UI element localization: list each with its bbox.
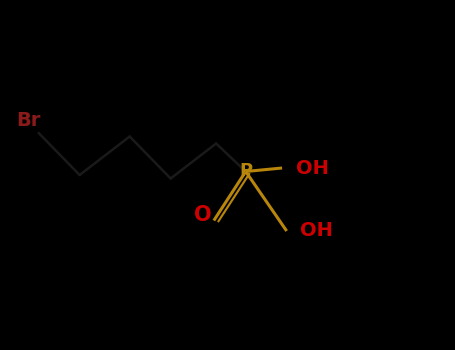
Text: OH: OH — [300, 222, 333, 240]
Text: Br: Br — [16, 111, 40, 130]
Text: P: P — [239, 162, 252, 181]
Text: OH: OH — [296, 159, 329, 177]
Text: O: O — [194, 205, 211, 225]
